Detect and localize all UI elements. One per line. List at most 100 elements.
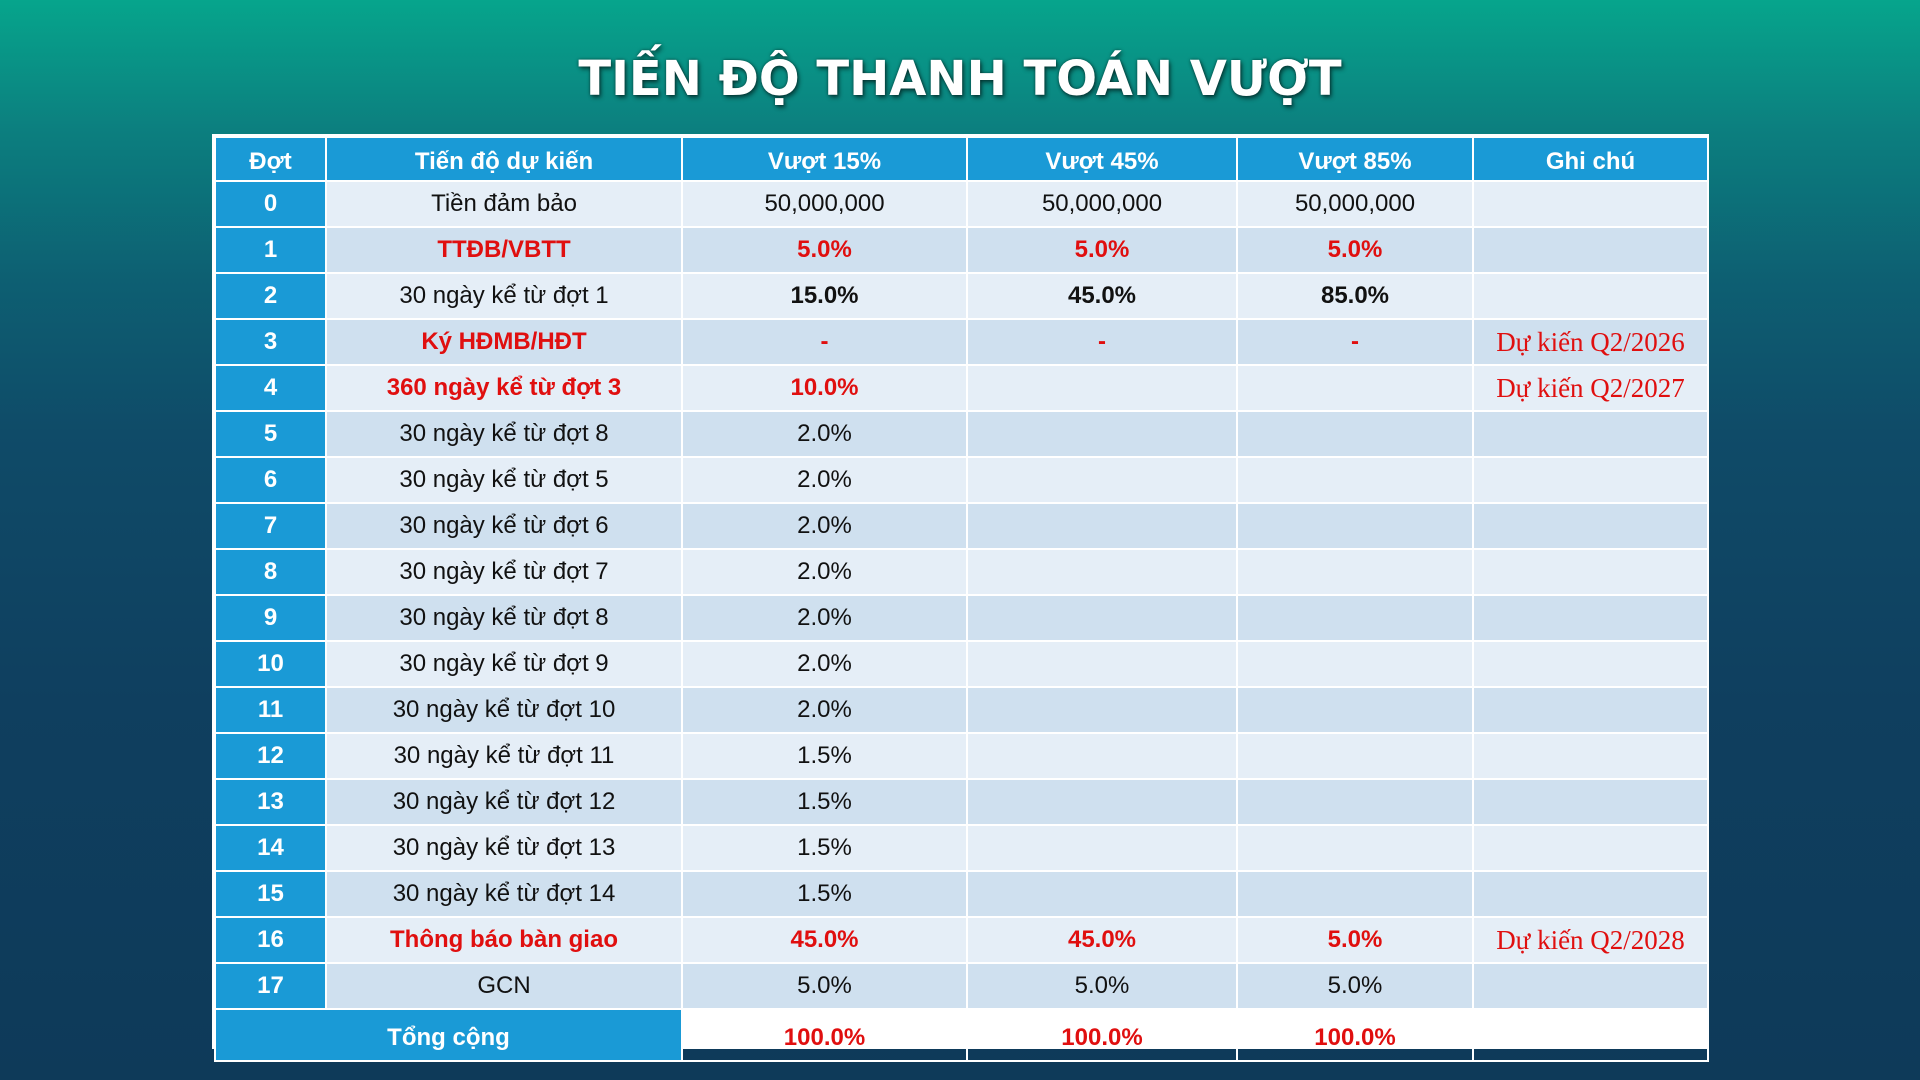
table-row: 3 Ký HĐMB/HĐT - - - Dự kiến Q2/2026 bbox=[214, 318, 1709, 366]
row-description: Ký HĐMB/HĐT bbox=[325, 318, 683, 366]
row-vuot-85 bbox=[1236, 548, 1474, 596]
row-note bbox=[1472, 456, 1709, 504]
row-number: 2 bbox=[214, 272, 327, 320]
payment-schedule-table: Đợt Tiến độ dự kiến Vượt 15% Vượt 45% Vư… bbox=[212, 134, 1709, 1062]
row-note: Dự kiến Q2/2026 bbox=[1472, 318, 1709, 366]
row-note bbox=[1472, 778, 1709, 826]
row-vuot-85: - bbox=[1236, 318, 1474, 366]
row-description: 30 ngày kể từ đợt 14 bbox=[325, 870, 683, 918]
row-vuot-15: 2.0% bbox=[681, 686, 968, 734]
row-vuot-45: - bbox=[966, 318, 1238, 366]
row-vuot-85 bbox=[1236, 870, 1474, 918]
row-number: 9 bbox=[214, 594, 327, 642]
row-vuot-85 bbox=[1236, 364, 1474, 412]
row-note bbox=[1472, 410, 1709, 458]
row-number: 10 bbox=[214, 640, 327, 688]
row-vuot-45 bbox=[966, 548, 1238, 596]
row-number: 6 bbox=[214, 456, 327, 504]
row-vuot-45: 5.0% bbox=[966, 226, 1238, 274]
table-row: 13 30 ngày kể từ đợt 12 1.5% bbox=[214, 778, 1709, 826]
row-vuot-85 bbox=[1236, 824, 1474, 872]
row-vuot-15: 1.5% bbox=[681, 732, 968, 780]
row-vuot-85 bbox=[1236, 456, 1474, 504]
row-number: 13 bbox=[214, 778, 327, 826]
row-vuot-15: 1.5% bbox=[681, 778, 968, 826]
row-vuot-45 bbox=[966, 870, 1238, 918]
row-vuot-45 bbox=[966, 594, 1238, 642]
row-note bbox=[1472, 732, 1709, 780]
row-vuot-15: 2.0% bbox=[681, 548, 968, 596]
table-row: 7 30 ngày kể từ đợt 6 2.0% bbox=[214, 502, 1709, 550]
row-description: 30 ngày kể từ đợt 12 bbox=[325, 778, 683, 826]
row-vuot-45 bbox=[966, 456, 1238, 504]
row-number: 17 bbox=[214, 962, 327, 1010]
table-row: 14 30 ngày kể từ đợt 13 1.5% bbox=[214, 824, 1709, 872]
table-row: 8 30 ngày kể từ đợt 7 2.0% bbox=[214, 548, 1709, 596]
row-number: 12 bbox=[214, 732, 327, 780]
row-description: 30 ngày kể từ đợt 9 bbox=[325, 640, 683, 688]
row-vuot-85 bbox=[1236, 594, 1474, 642]
row-description: 30 ngày kể từ đợt 8 bbox=[325, 594, 683, 642]
row-note bbox=[1472, 870, 1709, 918]
header-vuot-85: Vượt 85% bbox=[1236, 136, 1474, 182]
row-vuot-45 bbox=[966, 410, 1238, 458]
row-note bbox=[1472, 686, 1709, 734]
row-description: 30 ngày kể từ đợt 7 bbox=[325, 548, 683, 596]
row-vuot-85 bbox=[1236, 686, 1474, 734]
row-vuot-45 bbox=[966, 364, 1238, 412]
row-vuot-15: 10.0% bbox=[681, 364, 968, 412]
row-vuot-45 bbox=[966, 686, 1238, 734]
table-row: 11 30 ngày kể từ đợt 10 2.0% bbox=[214, 686, 1709, 734]
row-vuot-15: 1.5% bbox=[681, 870, 968, 918]
row-note bbox=[1472, 502, 1709, 550]
row-vuot-85 bbox=[1236, 732, 1474, 780]
header-ghi-chu: Ghi chú bbox=[1472, 136, 1709, 182]
row-description: 30 ngày kể từ đợt 1 bbox=[325, 272, 683, 320]
row-note bbox=[1472, 272, 1709, 320]
row-note bbox=[1472, 962, 1709, 1010]
row-vuot-15: - bbox=[681, 318, 968, 366]
row-vuot-15: 2.0% bbox=[681, 456, 968, 504]
row-vuot-85 bbox=[1236, 502, 1474, 550]
table-row: 10 30 ngày kể từ đợt 9 2.0% bbox=[214, 640, 1709, 688]
page-title: TIẾN ĐỘ THANH TOÁN VƯỢT bbox=[578, 51, 1342, 107]
row-number: 7 bbox=[214, 502, 327, 550]
row-number: 5 bbox=[214, 410, 327, 458]
row-number: 16 bbox=[214, 916, 327, 964]
total-row: Tổng cộng 100.0% 100.0% 100.0% bbox=[214, 1008, 1709, 1062]
row-note bbox=[1472, 640, 1709, 688]
row-note: Dự kiến Q2/2028 bbox=[1472, 916, 1709, 964]
row-vuot-15: 2.0% bbox=[681, 410, 968, 458]
table-row: 5 30 ngày kể từ đợt 8 2.0% bbox=[214, 410, 1709, 458]
row-description: Tiền đảm bảo bbox=[325, 180, 683, 228]
row-vuot-85 bbox=[1236, 778, 1474, 826]
table-row: 0 Tiền đảm bảo 50,000,000 50,000,000 50,000,… bbox=[214, 180, 1709, 228]
row-note bbox=[1472, 824, 1709, 872]
row-description: 360 ngày kể từ đợt 3 bbox=[325, 364, 683, 412]
row-vuot-85 bbox=[1236, 410, 1474, 458]
row-vuot-15: 15.0% bbox=[681, 272, 968, 320]
header-dot: Đợt bbox=[214, 136, 327, 182]
row-vuot-85: 5.0% bbox=[1236, 226, 1474, 274]
row-note bbox=[1472, 548, 1709, 596]
table-row: 1 TTĐB/VBTT 5.0% 5.0% 5.0% bbox=[214, 226, 1709, 274]
row-vuot-15: 2.0% bbox=[681, 640, 968, 688]
row-vuot-15: 5.0% bbox=[681, 962, 968, 1010]
row-note bbox=[1472, 594, 1709, 642]
table-row: 9 30 ngày kể từ đợt 8 2.0% bbox=[214, 594, 1709, 642]
row-number: 0 bbox=[214, 180, 327, 228]
row-description: 30 ngày kể từ đợt 13 bbox=[325, 824, 683, 872]
row-number: 15 bbox=[214, 870, 327, 918]
row-vuot-85: 85.0% bbox=[1236, 272, 1474, 320]
row-vuot-45: 45.0% bbox=[966, 916, 1238, 964]
total-note bbox=[1472, 1008, 1709, 1062]
total-label: Tổng cộng bbox=[214, 1008, 683, 1062]
total-vuot-15: 100.0% bbox=[681, 1008, 968, 1062]
row-description: 30 ngày kể từ đợt 8 bbox=[325, 410, 683, 458]
row-vuot-45: 5.0% bbox=[966, 962, 1238, 1010]
row-note: Dự kiến Q2/2027 bbox=[1472, 364, 1709, 412]
row-description: TTĐB/VBTT bbox=[325, 226, 683, 274]
row-number: 3 bbox=[214, 318, 327, 366]
row-vuot-15: 45.0% bbox=[681, 916, 968, 964]
header-vuot-45: Vượt 45% bbox=[966, 136, 1238, 182]
